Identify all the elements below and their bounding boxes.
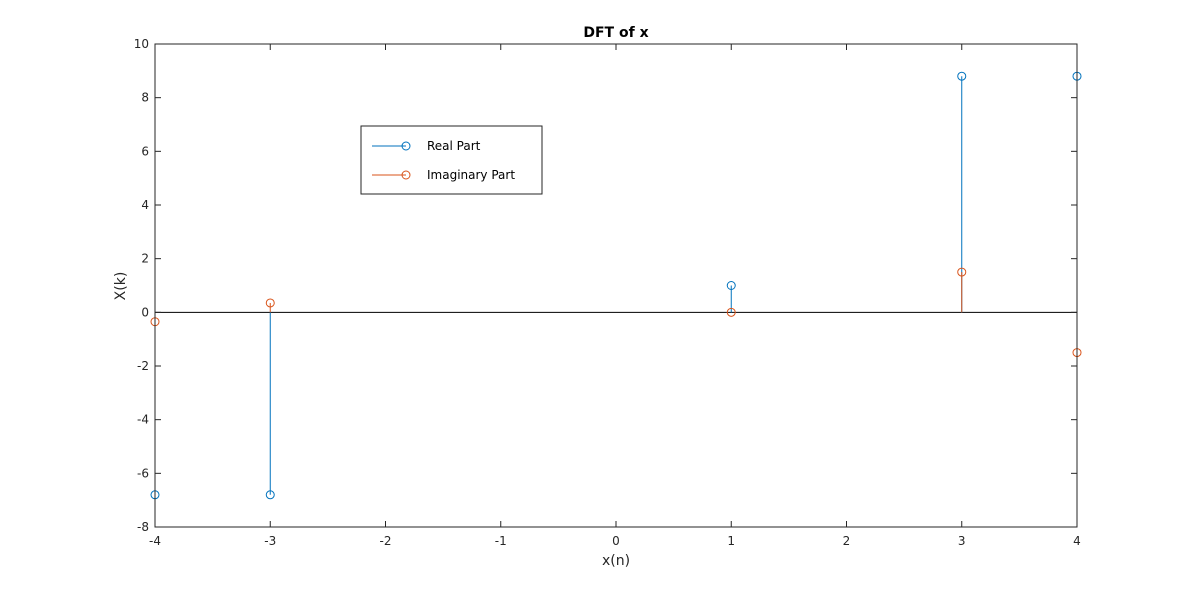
y-tick-label: 2 — [141, 252, 149, 266]
y-tick-label: 10 — [134, 37, 149, 51]
y-tick-label: 6 — [141, 144, 149, 158]
y-tick-label: 0 — [141, 305, 149, 319]
legend-marker — [401, 170, 411, 180]
x-tick-label: 2 — [843, 534, 851, 548]
legend: Real Part Imaginary Part — [360, 125, 543, 195]
chart-title: DFT of x — [583, 25, 648, 41]
y-tick-label: -2 — [137, 359, 149, 373]
x-tick-label: 0 — [612, 534, 620, 548]
y-tick-label: -8 — [137, 520, 149, 534]
x-tick-label: -3 — [264, 534, 276, 548]
legend-entry: Real Part — [427, 139, 481, 153]
x-tick-label: 3 — [958, 534, 966, 548]
y-tick-label: 4 — [141, 198, 149, 212]
y-tick-label: 8 — [141, 91, 149, 105]
y-tick-label: -6 — [137, 466, 149, 480]
plot-area — [155, 44, 1077, 527]
stem-marker — [957, 267, 967, 277]
x-tick-label: -1 — [495, 534, 507, 548]
x-tick-label: -2 — [380, 534, 392, 548]
y-axis-label: X(k) — [113, 272, 129, 301]
stem-marker — [726, 281, 736, 290]
x-axis-label: x(n) — [602, 553, 630, 569]
x-tick-label: 4 — [1073, 534, 1081, 548]
stem-marker — [957, 71, 967, 81]
x-tick-label: -4 — [149, 534, 161, 548]
stem-marker — [726, 307, 736, 317]
y-tick-label: -4 — [137, 413, 149, 427]
legend-entry: Imaginary Part — [427, 168, 515, 182]
legend-marker — [401, 141, 411, 151]
stem-marker — [265, 298, 275, 308]
stem-marker — [265, 490, 275, 500]
x-tick-label: 1 — [727, 534, 735, 548]
legend-box — [360, 125, 543, 195]
